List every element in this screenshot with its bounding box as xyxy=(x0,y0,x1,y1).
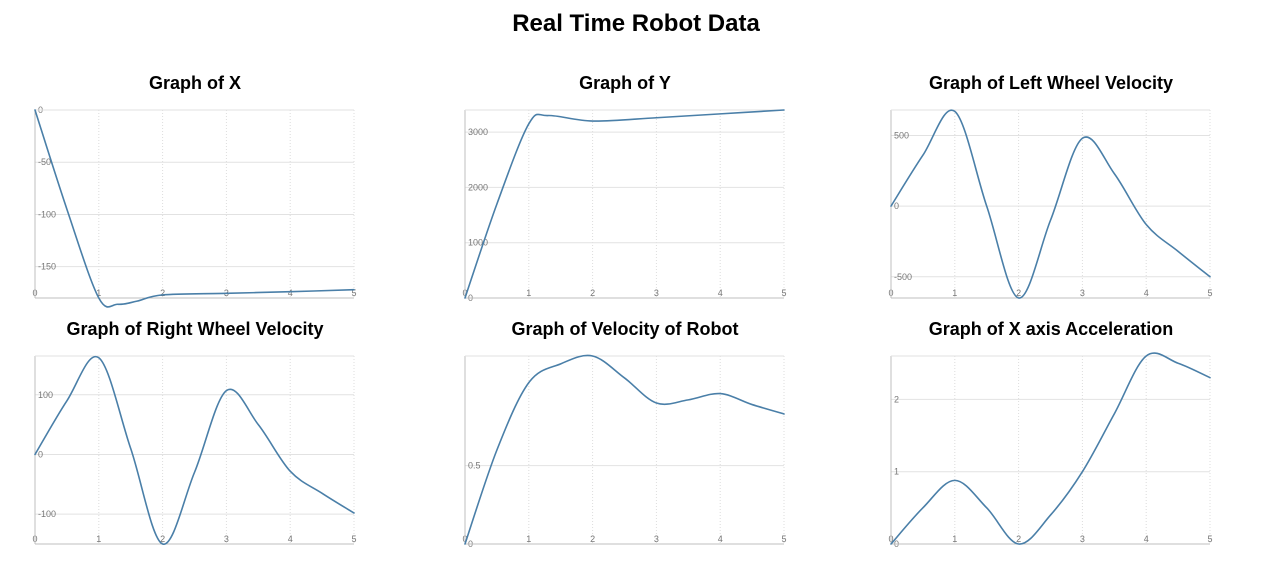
series-line xyxy=(34,109,355,308)
chart-panel-right-wheel-velocity: Graph of Right Wheel Velocity 0 1 2 3 4 5 -100… xyxy=(15,318,375,558)
y-tick-label: 500 xyxy=(894,130,909,140)
chart-panel-velocity-of-robot: Graph of Velocity of Robot 01234500.5 xyxy=(445,318,805,558)
x-tick-label: 1 xyxy=(526,534,531,544)
chart-title: Graph of Right Wheel Velocity xyxy=(66,319,324,339)
x-tick-label: 4 xyxy=(288,288,293,298)
chart-title: Graph of X axis Acceleration xyxy=(928,319,1174,339)
chart-title: Graph of Y xyxy=(579,73,671,93)
chart-plot-x-axis-acceleration: 012345012 xyxy=(888,352,1213,549)
series-line xyxy=(464,354,785,545)
x-tick-label: 4 xyxy=(718,288,723,298)
x-tick-label: 3 xyxy=(224,534,229,544)
series-line xyxy=(890,109,1211,299)
x-tick-label: 1 xyxy=(952,288,957,298)
chart-plot-velocity-of-robot: 01234500.5 xyxy=(462,354,787,549)
chart-plot-y: 0123450100020003000 xyxy=(462,109,787,303)
x-tick-label: 3 xyxy=(1080,534,1085,544)
y-tick-label: 1000 xyxy=(468,238,488,248)
x-tick-label: 5 xyxy=(781,534,786,544)
x-tick-label: 2 xyxy=(590,288,595,298)
y-tick-label: 0 xyxy=(38,449,43,459)
y-tick-label: 0.5 xyxy=(468,461,481,471)
x-tick-label: 4 xyxy=(1144,534,1149,544)
y-tick-label: 0 xyxy=(894,201,899,211)
x-tick-label: 2 xyxy=(1016,288,1021,298)
y-tick-label: -100 xyxy=(38,209,56,219)
x-tick-label: 5 xyxy=(781,288,786,298)
x-tick-label: 4 xyxy=(718,534,723,544)
x-tick-label: 2 xyxy=(590,534,595,544)
chart-panel-y: Graph of Y 0123450100020003000 xyxy=(445,72,805,312)
series-line xyxy=(464,109,785,299)
x-tick-label: 2 xyxy=(1016,534,1021,544)
y-tick-label: 1 xyxy=(894,467,899,477)
y-tick-label: 2000 xyxy=(468,182,488,192)
y-tick-label: 3000 xyxy=(468,127,488,137)
y-tick-label: -500 xyxy=(894,272,912,282)
y-tick-label: -150 xyxy=(38,262,56,272)
x-tick-label: 5 xyxy=(1207,534,1212,544)
y-tick-label: -100 xyxy=(38,509,56,519)
x-tick-label: 4 xyxy=(1144,288,1149,298)
x-tick-label: 4 xyxy=(288,534,293,544)
chart-title: Graph of X xyxy=(148,73,241,93)
y-tick-label: -50 xyxy=(38,157,51,167)
x-tick-label: 1 xyxy=(526,288,531,298)
x-tick-label: 1 xyxy=(96,534,101,544)
x-tick-label: 1 xyxy=(96,288,101,298)
x-tick-label: 3 xyxy=(654,288,659,298)
page-title: Real Time Robot Data xyxy=(512,10,760,37)
x-tick-label: 3 xyxy=(1080,288,1085,298)
x-tick-label: 2 xyxy=(160,534,165,544)
chart-panel-left-wheel-velocity: Graph of Left Wheel Velocity 012345-5000… xyxy=(871,72,1231,312)
series-line xyxy=(890,352,1211,545)
y-tick-label: 2 xyxy=(894,394,899,404)
x-tick-label: 2 xyxy=(160,288,165,298)
x-tick-label: 1 xyxy=(952,534,957,544)
chart-panel-x: Graph of X 0123450-50-100-150 xyxy=(15,72,375,312)
series-line xyxy=(34,355,355,545)
x-tick-label: 5 xyxy=(1207,288,1212,298)
x-tick-label: 3 xyxy=(654,534,659,544)
chart-panel-x-axis-acceleration: Graph of X axis Acceleration 012345012 xyxy=(871,318,1231,558)
x-tick-label: 5 xyxy=(351,288,356,298)
x-tick-label: 5 xyxy=(351,534,356,544)
y-tick-label: 100 xyxy=(38,390,53,400)
chart-title: Graph of Velocity of Robot xyxy=(511,319,739,339)
chart-plot-x: 0123450-50-100-150 xyxy=(32,105,357,308)
chart-title: Graph of Left Wheel Velocity xyxy=(928,73,1174,93)
